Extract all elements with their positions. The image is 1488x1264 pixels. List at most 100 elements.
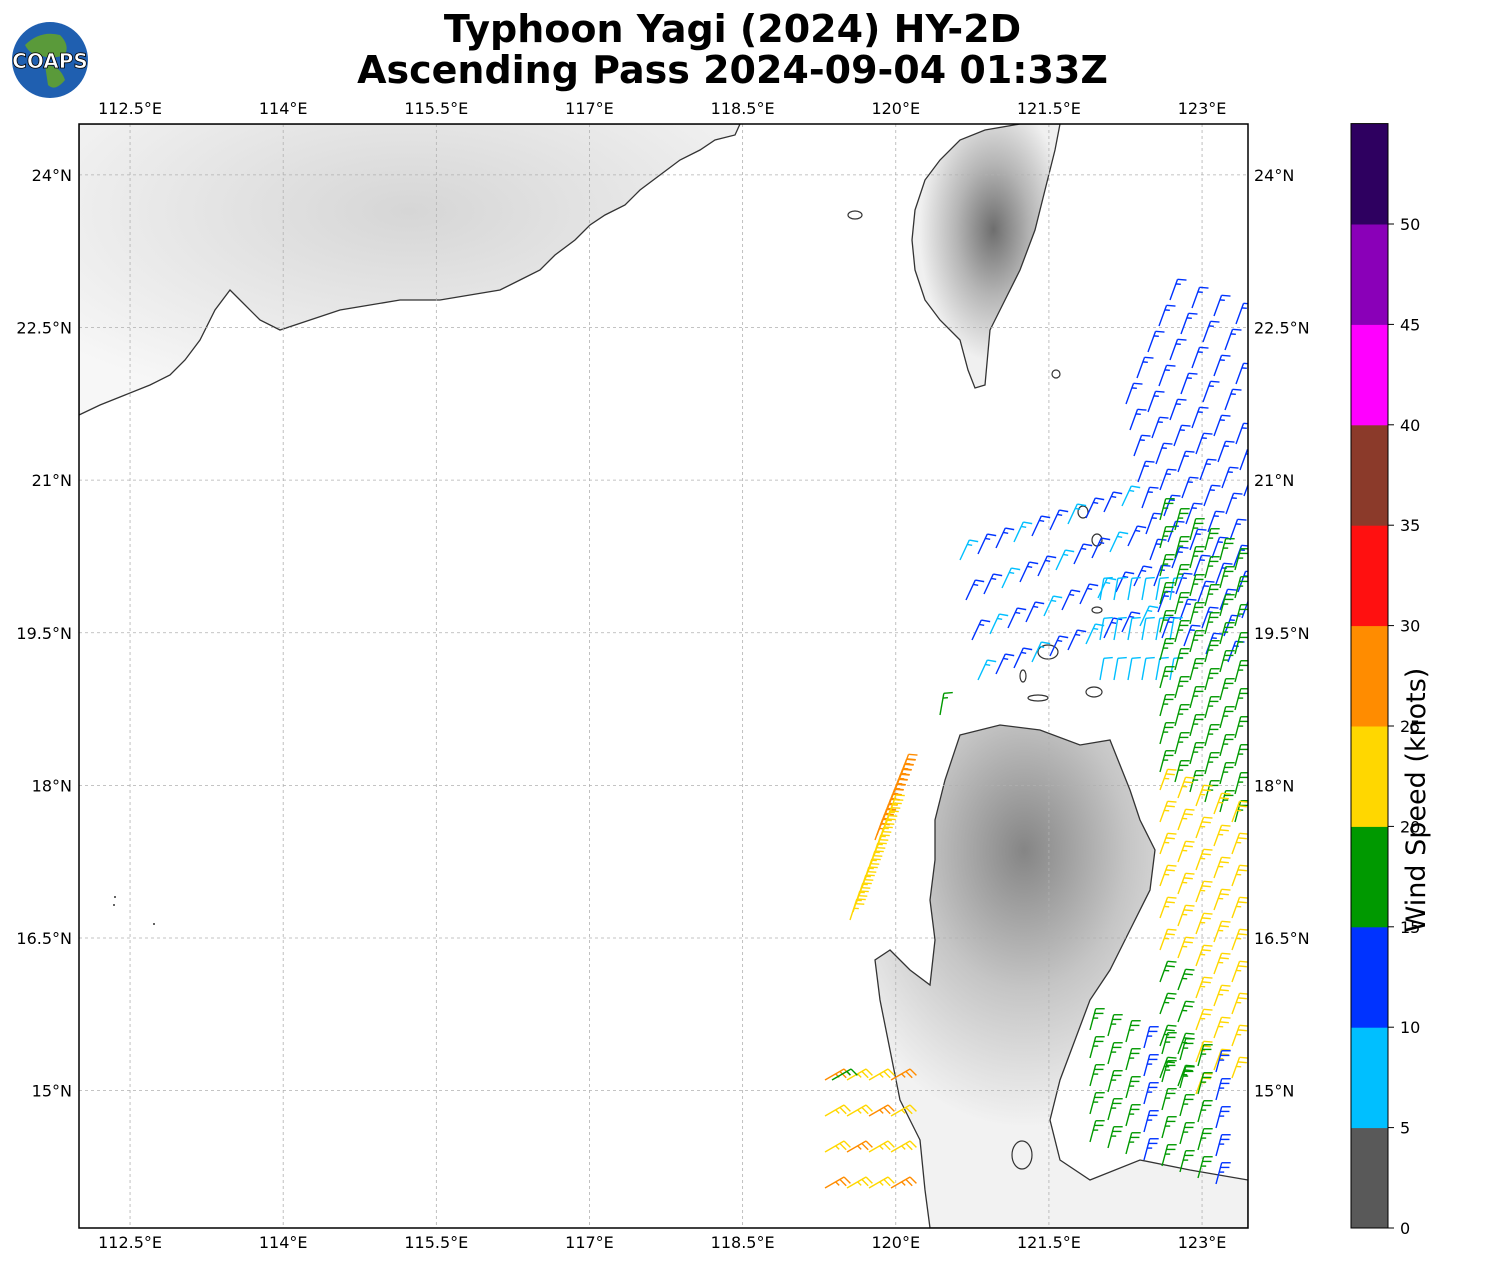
lon-tick-label: 117°E [565,1233,614,1252]
wind-barb [1197,1072,1213,1095]
wind-barb [1204,696,1220,719]
small-island [847,210,863,220]
colorbar: 0 5 10 15 20 25 30 35 40 45 50 [1350,123,1420,1238]
wind-barb [1155,656,1169,681]
wind-barb [1159,832,1177,855]
wind-barb [1197,580,1215,603]
wind-barb [1169,278,1187,301]
lat-tick-label: 22.5°N [16,319,72,338]
wind-barb [1143,1026,1159,1049]
wind-barb [1219,706,1235,729]
small-island [1091,606,1103,614]
lat-tick-label: 19.5°N [16,624,72,643]
lon-tick-label: 114°E [259,99,308,118]
wind-barb [1215,1050,1231,1073]
wind-barb [1169,576,1183,601]
wind-barb [1174,620,1190,643]
wind-barb [824,1140,851,1153]
wind-barb [1067,503,1087,525]
wind-barb [1231,896,1248,919]
wind-barb [1234,604,1248,627]
wind-barb [1177,776,1195,799]
wind-barb [1195,784,1213,807]
lon-tick-label: 117°E [565,99,614,118]
wind-barb [1159,864,1177,887]
wind-barb [846,1176,873,1189]
wind-barb [1073,543,1093,565]
wind-barb [1133,434,1151,457]
wind-barb [1174,508,1190,531]
wind-barb [1177,450,1195,473]
wind-barb [1179,1150,1195,1173]
wind-barb [1174,760,1190,783]
wind-barb [1224,388,1242,411]
wind-barb [1103,491,1123,513]
wind-barb [1213,952,1231,975]
wind-barb [1229,518,1247,541]
wind-barb [1159,468,1177,491]
wind-barb [846,1140,873,1153]
wind-barb [1207,510,1225,533]
wind-barb [1231,832,1248,855]
lat-tick-label: 19.5°N [1254,624,1310,643]
wind-barb [1213,294,1231,317]
colorbar-bin [1351,826,1388,928]
wind-barb [1159,582,1175,605]
wind-barb [1213,414,1231,437]
wind-barb [995,653,1015,675]
wind-barb [1013,521,1033,543]
wind-barb [1183,624,1201,647]
wind-barb [1219,594,1235,617]
wind-barb [1161,1144,1177,1167]
colorbar-tick-label: 15 [1400,918,1420,937]
lon-tick-label: 123°E [1178,99,1227,118]
wind-barb [1161,1116,1177,1139]
wind-barb [1125,1020,1141,1043]
wind-barb [1089,1064,1105,1087]
wind-barb [1159,960,1177,983]
wind-barb [1197,1100,1213,1123]
wind-barb [1067,629,1087,651]
colorbar-tick-label: 0 [1400,1219,1410,1238]
wind-barb [1159,768,1177,791]
wind-barb [1235,422,1248,445]
wind-barb [868,1104,895,1117]
wind-barb [1127,576,1141,601]
lat-tick-label: 15°N [32,1082,72,1101]
wind-barb [1204,556,1220,579]
wind-barb [1159,638,1175,661]
lon-tick-label: 118.5°E [711,1233,775,1252]
wind-barb [1219,734,1235,757]
colorbar-tick-label: 35 [1400,516,1420,535]
wind-barb [1155,576,1169,601]
wind-barb [1159,800,1177,823]
wind-barb [1189,714,1205,737]
wind-barb [1147,390,1165,413]
wind-barb [1107,1098,1123,1121]
wind-barb [1169,398,1187,421]
wind-barb [1159,610,1175,633]
lat-tick-label: 22.5°N [1254,319,1310,338]
wind-barb [1037,555,1057,577]
wind-barb [1177,872,1195,895]
wind-barb [977,659,997,681]
lat-tick-label: 21°N [1254,471,1294,490]
wind-barb [1085,497,1105,519]
lon-tick-label: 123°E [1178,1233,1227,1252]
wind-barb [965,579,985,601]
lon-tick-label: 121.5°E [1017,1233,1081,1252]
china-landmass [79,124,741,416]
title-line-2: Ascending Pass 2024-09-04 01:33Z [357,48,1108,92]
colorbar-bin [1351,726,1388,827]
wind-barb [1241,599,1248,619]
small-island [1085,686,1103,698]
wind-barb [1173,424,1191,447]
wind-barb [971,619,991,641]
wind-barb [1191,346,1209,369]
wind-barb [1204,612,1220,635]
wind-barb [1141,486,1159,509]
wind-barb [1234,744,1248,767]
wind-barb [1219,762,1235,785]
wind-barb [1215,562,1233,585]
wind-barb [1151,416,1169,439]
